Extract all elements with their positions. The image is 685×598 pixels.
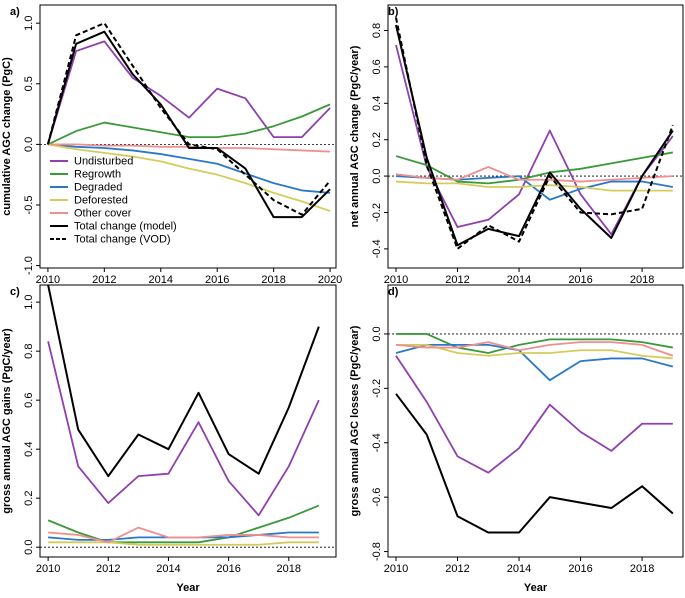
series-line [395,355,673,474]
series-line [395,393,674,534]
y-tick-label: 1.0 [23,16,35,31]
series-line [396,343,673,360]
x-tick-label: 2018 [630,563,654,575]
series-line [47,284,320,478]
series-line [395,151,674,185]
x-tick-label: 2012 [445,563,469,575]
x-tick-label: 2012 [445,274,469,286]
y-tick-label: 0.2 [23,491,35,506]
series-line [395,180,673,192]
series-line [47,504,320,544]
y-tick-label: -0.4 [371,433,383,452]
y-tick-label: 0.0 [371,326,383,341]
y-tick-label: -0.5 [23,195,35,214]
x-tick-label: 2016 [568,563,592,575]
x-tick-label: 2010 [36,563,60,575]
y-axis-label: gross annual AGC losses (PgC/year) [349,325,361,516]
series-line [395,341,674,357]
x-axis-label: Year [176,582,200,594]
y-tick-label: -0.8 [371,542,383,561]
legend-label: Other cover [74,208,132,220]
x-tick-label: 2016 [205,274,229,286]
series-line [46,22,331,216]
y-tick-label: 1.0 [23,295,35,310]
x-tick-label: 2018 [630,274,654,286]
x-tick-label: 2016 [216,563,240,575]
y-tick-label: -0.2 [371,379,383,398]
series-line [48,541,319,546]
legend-label: Undisturbed [74,156,133,168]
x-tick-label: 2018 [277,563,301,575]
x-tick-label: 2012 [96,563,120,575]
y-tick-label: 0.5 [23,76,35,91]
y-tick-label: 0.0 [23,137,35,152]
series-line [48,526,319,544]
panel-label: b) [388,6,399,18]
series-line [395,17,674,250]
y-tick-label: -0.4 [371,239,383,258]
legend-label: Regrowth [74,169,121,181]
x-tick-label: 2020 [318,274,342,286]
x-tick-label: 2018 [261,274,285,286]
series-line [47,143,331,194]
series-line [396,333,674,354]
y-tick-label: 0.4 [23,442,35,457]
legend-label: Deforested [74,195,128,207]
series-line [47,40,331,145]
series-line [47,143,331,212]
y-tick-label: 0.0 [23,540,35,555]
y-tick-label: -0.6 [371,488,383,507]
y-axis-label: gross annual AGC gains (PgC/year) [1,328,13,514]
x-tick-label: 2016 [568,274,592,286]
x-tick-label: 2014 [156,563,180,575]
legend-label: Total change (model) [74,221,177,233]
panel-label: a) [10,6,20,18]
x-tick-label: 2010 [36,274,60,286]
y-tick-label: 0.6 [23,393,35,408]
y-tick-label: 0.2 [371,132,383,147]
plot-frame [387,4,684,269]
y-axis-label: cumulative AGC change (PgC) [1,57,13,216]
y-tick-label: 0.6 [371,59,383,74]
series-line [395,24,674,247]
panel-label: c) [10,286,20,298]
x-tick-label: 2010 [384,274,408,286]
plot-frame [39,4,337,269]
x-tick-label: 2014 [507,274,531,286]
y-tick-label: -1.0 [23,256,35,275]
series-line [47,103,331,146]
legend-label: Degraded [74,182,122,194]
y-axis-label: net annual AGC change (PgC/year) [349,45,361,227]
y-tick-label: 0.8 [23,344,35,359]
x-tick-label: 2014 [149,274,173,286]
y-tick-label: 0.0 [371,168,383,183]
x-tick-label: 2012 [92,274,116,286]
y-tick-label: 0.4 [371,96,383,111]
x-tick-label: 2014 [507,563,531,575]
y-tick-label: 0.8 [371,23,383,38]
series-line [47,341,320,517]
legend-label: Total change (VOD) [74,234,171,246]
x-axis-label: Year [524,582,548,594]
series-line [395,166,673,183]
series-line [395,343,674,382]
x-tick-label: 2010 [384,563,408,575]
plot-frame [387,284,684,558]
panel-label: d) [388,286,399,298]
series-line [46,30,331,219]
y-tick-label: -0.2 [371,203,383,222]
plot-frame [39,284,337,558]
